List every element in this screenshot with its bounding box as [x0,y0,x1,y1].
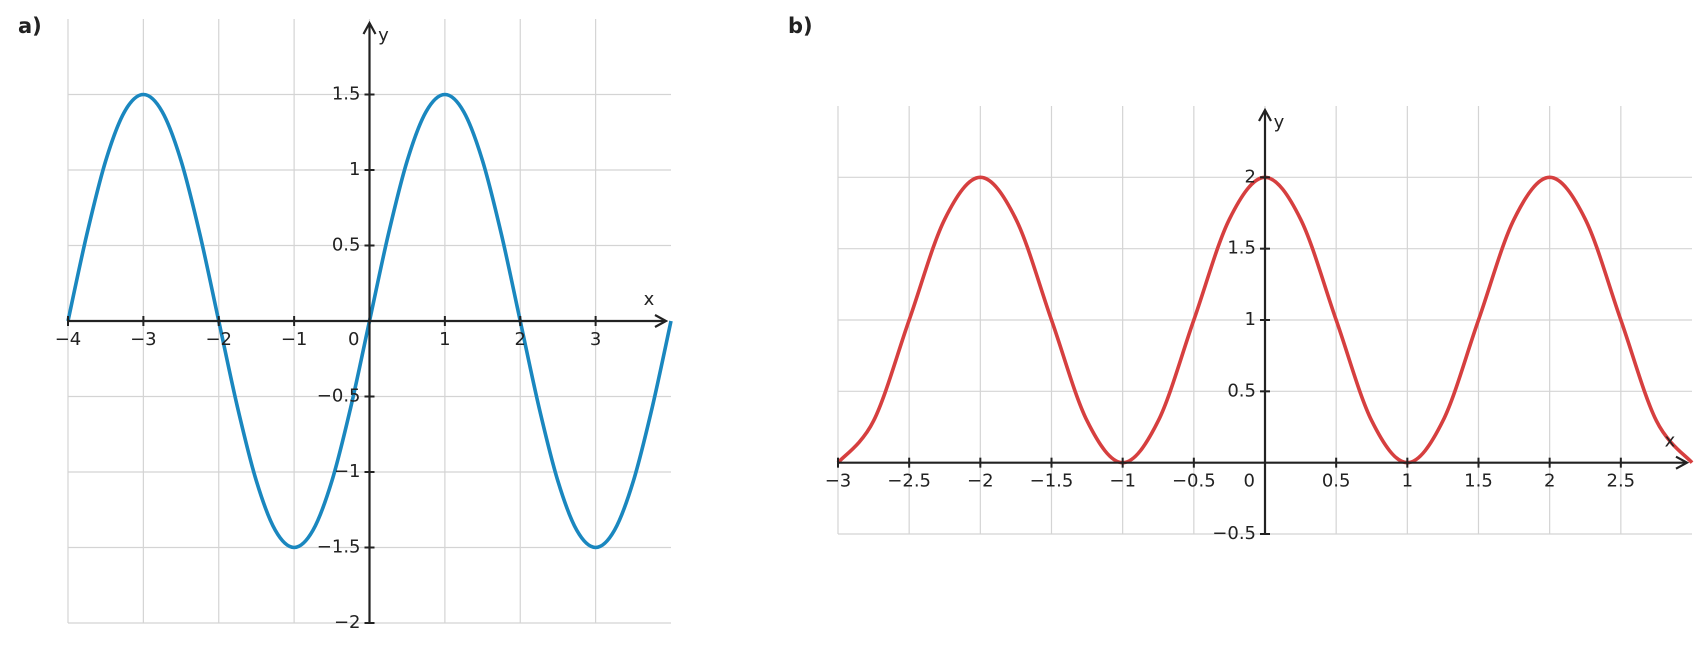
y-tick-label: 1.5 [332,84,361,105]
x-tick-label: −4 [55,329,82,350]
y-tick-label: −1.5 [317,537,361,558]
y-axis-label: y [378,25,389,46]
y-tick-label: 0.5 [332,235,361,256]
y-axis-label: y [1274,112,1285,133]
panel-label: a) [18,14,42,38]
x-tick-label: −0.5 [1172,471,1216,492]
y-tick-label: −0.5 [1212,523,1256,544]
y-tick-label: −1 [334,461,361,482]
x-tick-label: 1.5 [1464,471,1493,492]
y-arrow [362,20,377,35]
x-arrow [1675,455,1690,470]
x-tick-label: 0 [348,329,359,350]
x-arrow [654,314,669,328]
x-tick-label: −1.5 [1030,471,1074,492]
x-tick-label: 1 [1402,471,1413,492]
x-tick-label: 0 [1244,471,1255,492]
x-tick-label: 2.5 [1607,471,1636,492]
x-tick-label: 0.5 [1322,471,1351,492]
x-tick-label: 2 [1544,471,1555,492]
x-tick-label: −2 [967,471,994,492]
y-tick-label: 0.5 [1227,380,1256,401]
x-tick-label: −1 [281,329,308,350]
x-axis-label: x [1665,431,1676,452]
x-tick-label: −1 [1109,471,1136,492]
panel-label: b) [788,14,813,38]
x-tick-label: 1 [439,329,450,350]
y-tick-label: 1.5 [1227,238,1256,259]
x-tick-label: −3 [825,471,852,492]
x-tick-label: −2 [205,329,232,350]
y-tick-label: −2 [334,612,361,633]
x-tick-label: −2.5 [887,471,931,492]
x-tick-label: 2 [515,329,526,350]
y-arrow [1258,107,1272,122]
x-tick-label: 3 [590,329,601,350]
x-tick-label: −3 [130,329,157,350]
y-tick-label: 1 [1245,309,1256,330]
y-tick-label: −0.5 [317,386,361,407]
x-axis-label: x [644,289,655,310]
y-tick-label: 2 [1245,166,1256,187]
y-tick-label: 1 [349,159,360,180]
